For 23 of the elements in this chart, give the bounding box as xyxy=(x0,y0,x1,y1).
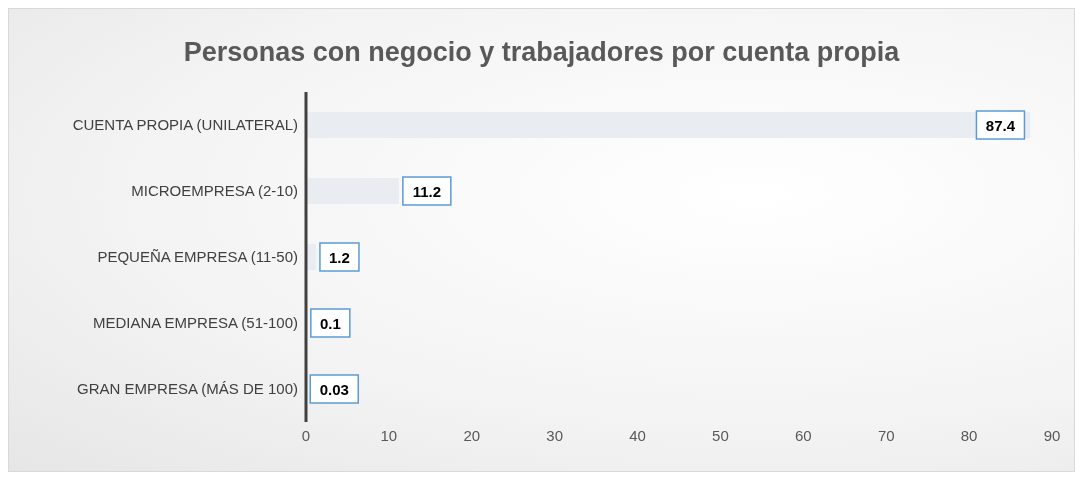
data-label: 87.4 xyxy=(985,116,1016,134)
y-tick-label: CUENTA PROPIA (UNILATERAL) xyxy=(72,116,298,134)
y-tick-label: PEQUEÑA EMPRESA (11-50) xyxy=(97,248,298,266)
x-tick-label: 60 xyxy=(794,426,812,444)
x-tick-label: 40 xyxy=(629,426,646,444)
y-tick-label: GRAN EMPRESA (MÁS DE 100) xyxy=(77,380,298,398)
data-label: 0.03 xyxy=(319,380,349,398)
data-label: 11.2 xyxy=(412,182,442,200)
y-tick-label: MICROEMPRESA (2-10) xyxy=(131,182,298,200)
x-tick-label: 20 xyxy=(463,426,481,444)
y-tick-label: MEDIANA EMPRESA (51-100) xyxy=(92,314,298,332)
x-tick-label: 50 xyxy=(712,426,729,444)
bar xyxy=(306,178,399,204)
x-tick-label: 10 xyxy=(380,426,398,444)
bar xyxy=(306,112,1031,138)
x-tick-label: 0 xyxy=(301,426,311,444)
x-tick-label: 80 xyxy=(960,426,978,444)
data-label: 0.1 xyxy=(319,314,341,332)
x-tick-label: 30 xyxy=(546,426,564,444)
data-label: 1.2 xyxy=(329,248,350,266)
chart-title: Personas con negocio y trabajadores por cuenta propia xyxy=(182,37,901,68)
x-tick-label: 70 xyxy=(877,426,895,444)
x-tick-label: 90 xyxy=(1043,426,1061,444)
